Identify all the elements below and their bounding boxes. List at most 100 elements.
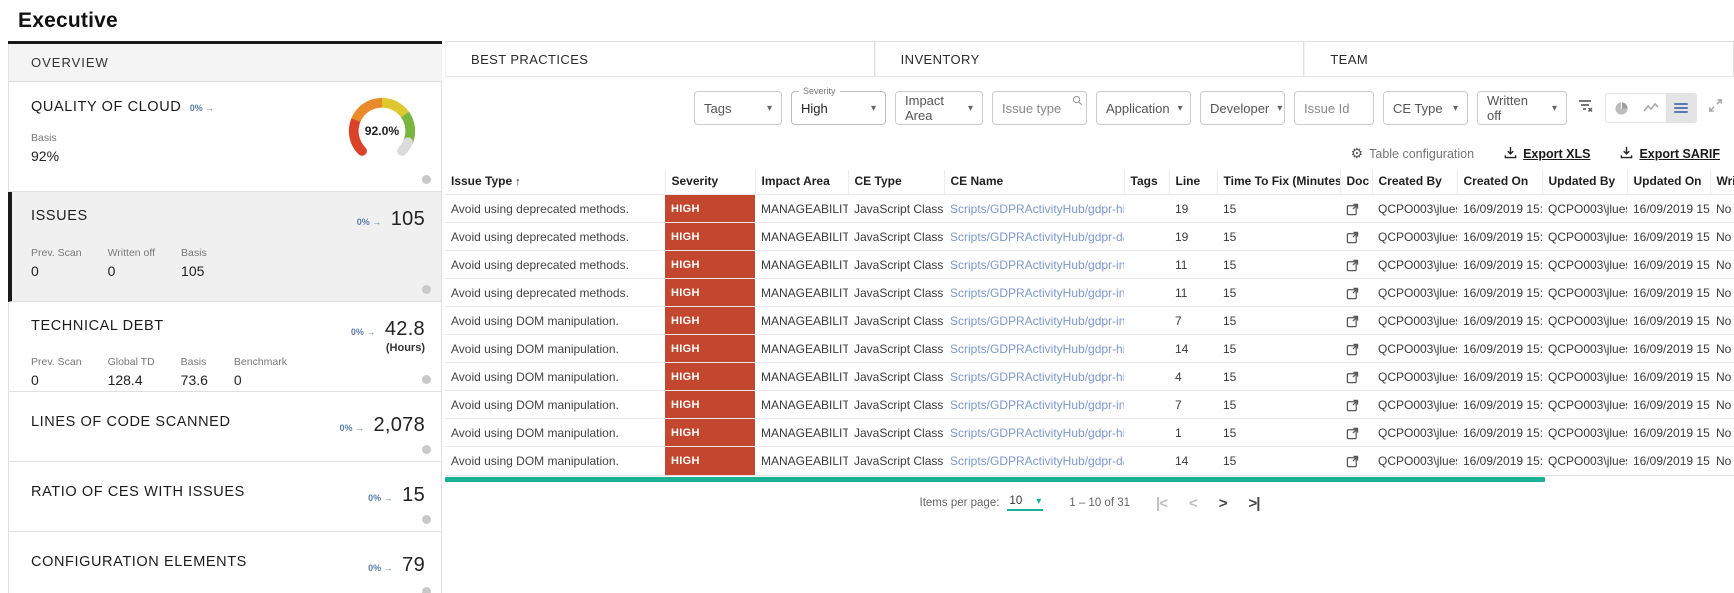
doc-external-link-icon[interactable] xyxy=(1340,278,1372,307)
chevron-down-icon: ▾ xyxy=(1177,102,1183,114)
info-dot-icon[interactable] xyxy=(422,175,431,184)
ce-name-link[interactable]: Scripts/GDPRActivityHub/gdpr-insert-r… xyxy=(944,390,1124,419)
column-header-severity[interactable]: Severity xyxy=(665,170,756,195)
doc-external-link-icon[interactable] xyxy=(1340,222,1372,251)
time-to-fix-cell: 15 xyxy=(1217,250,1340,279)
table-row[interactable]: Avoid using DOM manipulation. HIGH MANAG… xyxy=(445,306,1734,335)
delta-badge: 0% → xyxy=(356,217,382,227)
issue-id-filter-input[interactable] xyxy=(1304,100,1364,116)
line-cell: 7 xyxy=(1169,306,1217,335)
doc-external-link-icon[interactable] xyxy=(1340,390,1372,419)
card-ratio-ces[interactable]: RATIO OF CES WITH ISSUES 0% → 15 xyxy=(8,462,442,532)
list-view-button[interactable] xyxy=(1666,94,1696,122)
table-row[interactable]: Avoid using DOM manipulation. HIGH MANAG… xyxy=(445,334,1734,363)
doc-external-link-icon[interactable] xyxy=(1340,306,1372,335)
card-quality-of-cloud[interactable]: QUALITY OF CLOUD 0% → Basis 92% xyxy=(8,82,442,192)
last-page-button[interactable]: >| xyxy=(1248,494,1261,512)
card-lines-of-code[interactable]: LINES OF CODE SCANNED 0% → 2,078 xyxy=(8,392,442,462)
written-off-filter-select[interactable]: Written off ▾ xyxy=(1477,91,1567,125)
ce-name-link[interactable]: Scripts/GDPRActivityHub/gdpr-hierarc… xyxy=(944,194,1124,223)
table-row[interactable]: Avoid using DOM manipulation. HIGH MANAG… xyxy=(445,418,1734,447)
doc-external-link-icon[interactable] xyxy=(1340,194,1372,223)
severity-badge: HIGH xyxy=(665,362,755,391)
updated-on-cell: 16/09/2019 15:… xyxy=(1627,306,1710,335)
column-header-ce-name[interactable]: CE Name xyxy=(944,170,1125,195)
card-technical-debt[interactable]: TECHNICAL DEBT 0% → 42.8 (Hours) Prev. S… xyxy=(8,302,442,392)
column-header-created-on[interactable]: Created On xyxy=(1457,170,1543,195)
export-sarif-button[interactable]: Export SARIF xyxy=(1620,146,1720,162)
developer-filter-select[interactable]: Developer ▾ xyxy=(1200,91,1285,125)
column-header-time-to-fix[interactable]: Time To Fix (Minutes) xyxy=(1217,170,1341,195)
column-header-updated-on[interactable]: Updated On xyxy=(1627,170,1711,195)
table-row[interactable]: Avoid using DOM manipulation. HIGH MANAG… xyxy=(445,362,1734,391)
line-chart-view-button[interactable] xyxy=(1636,94,1666,122)
ce-name-link[interactable]: Scripts/GDPRActivityHub/gdpr-hierarc… xyxy=(944,418,1124,447)
line-cell: 14 xyxy=(1169,334,1217,363)
table-row[interactable]: Avoid using deprecated methods. HIGH MAN… xyxy=(445,194,1734,223)
table-row[interactable]: Avoid using DOM manipulation. HIGH MANAG… xyxy=(445,390,1734,419)
severity-badge: HIGH xyxy=(665,306,755,335)
info-dot-icon[interactable] xyxy=(422,375,431,384)
column-header-created-by[interactable]: Created By xyxy=(1372,170,1458,195)
ce-name-link[interactable]: Scripts/GDPRActivityHub/gdpr-insert-e… xyxy=(944,278,1124,307)
info-dot-icon[interactable] xyxy=(422,445,431,454)
next-page-button[interactable]: > xyxy=(1218,494,1228,512)
ce-name-link[interactable]: Scripts/GDPRActivityHub/gdpr-dashbo… xyxy=(944,446,1124,475)
table-row[interactable]: Avoid using deprecated methods. HIGH MAN… xyxy=(445,222,1734,251)
application-filter-select[interactable]: Application ▾ xyxy=(1096,91,1191,125)
info-dot-icon[interactable] xyxy=(422,285,431,294)
table-configuration-button[interactable]: ⚙ Table configuration xyxy=(1350,145,1475,161)
ce-name-link[interactable]: Scripts/GDPRActivityHub/gdpr-hierarc… xyxy=(944,362,1124,391)
written-off-cell: No xyxy=(1710,334,1734,363)
ce-name-link[interactable]: Scripts/GDPRActivityHub/gdpr-insert-e… xyxy=(944,306,1124,335)
table-row[interactable]: Avoid using deprecated methods. HIGH MAN… xyxy=(445,278,1734,307)
doc-external-link-icon[interactable] xyxy=(1340,362,1372,391)
updated-by-cell: QCPO003\jlues… xyxy=(1542,222,1627,251)
ce-type-filter-select[interactable]: CE Type ▾ xyxy=(1383,91,1468,125)
table-row[interactable]: Avoid using DOM manipulation. HIGH MANAG… xyxy=(445,446,1734,475)
previous-page-button[interactable]: < xyxy=(1188,494,1198,512)
card-issues[interactable]: ISSUES 0% → 105 Prev. Scan 0 Written off… xyxy=(8,192,442,302)
created-by-cell: QCPO003\jlues… xyxy=(1372,418,1457,447)
column-header-impact-area[interactable]: Impact Area xyxy=(755,170,849,195)
table-row[interactable]: Avoid using deprecated methods. HIGH MAN… xyxy=(445,250,1734,279)
sidebar-header-overview[interactable]: OVERVIEW xyxy=(8,44,442,82)
tab-team[interactable]: TEAM xyxy=(1304,42,1734,76)
horizontal-scrollbar[interactable] xyxy=(445,476,1545,482)
severity-filter-select[interactable]: Severity High ▾ xyxy=(791,86,886,125)
tab-best-practices[interactable]: BEST PRACTICES xyxy=(445,42,875,76)
expand-fullscreen-icon[interactable] xyxy=(1707,97,1724,119)
export-xls-button[interactable]: Export XLS xyxy=(1504,146,1590,162)
info-dot-icon[interactable] xyxy=(422,515,431,524)
doc-external-link-icon[interactable] xyxy=(1340,250,1372,279)
info-dot-icon[interactable] xyxy=(422,587,431,593)
tab-inventory[interactable]: INVENTORY xyxy=(874,42,1305,76)
page-size-select[interactable]: 10 ▾ xyxy=(1007,495,1044,511)
ce-name-link[interactable]: Scripts/GDPRActivityHub/gdpr-hierarc… xyxy=(944,334,1124,363)
ce-name-link[interactable]: Scripts/GDPRActivityHub/gdpr-dashbo… xyxy=(944,222,1124,251)
doc-external-link-icon[interactable] xyxy=(1340,418,1372,447)
column-header-issue-type[interactable]: Issue Type ↑ xyxy=(445,170,666,195)
card-configuration-elements[interactable]: CONFIGURATION ELEMENTS 0% → 79 xyxy=(8,532,442,593)
first-page-button[interactable]: |< xyxy=(1156,494,1168,512)
clear-filters-icon[interactable] xyxy=(1577,98,1595,119)
issue-type-filter-input[interactable] xyxy=(1002,100,1077,116)
column-header-ce-type[interactable]: CE Type xyxy=(848,170,945,195)
card-value: 2,078 xyxy=(373,414,425,436)
column-header-line[interactable]: Line xyxy=(1169,170,1218,195)
ce-type-cell: JavaScript Class xyxy=(848,222,944,251)
issue-type-cell: Avoid using DOM manipulation. xyxy=(445,390,665,419)
column-header-doc[interactable]: Doc xyxy=(1340,170,1373,195)
tags-filter-select[interactable]: Tags ▾ xyxy=(694,91,782,125)
column-header-updated-by[interactable]: Updated By xyxy=(1542,170,1628,195)
column-header-tags[interactable]: Tags xyxy=(1124,170,1170,195)
ce-name-link[interactable]: Scripts/GDPRActivityHub/gdpr-insert-r… xyxy=(944,250,1124,279)
stat-benchmark: Benchmark 0 xyxy=(233,356,288,388)
column-header-written-off[interactable]: Written off xyxy=(1716,174,1734,188)
impact-area-filter-select[interactable]: Impact Area ▾ xyxy=(895,91,983,125)
created-by-cell: QCPO003\jlues… xyxy=(1372,278,1457,307)
pie-chart-view-button[interactable] xyxy=(1606,94,1636,122)
doc-external-link-icon[interactable] xyxy=(1340,334,1372,363)
page-title: Executive xyxy=(18,9,118,32)
doc-external-link-icon[interactable] xyxy=(1340,446,1372,475)
